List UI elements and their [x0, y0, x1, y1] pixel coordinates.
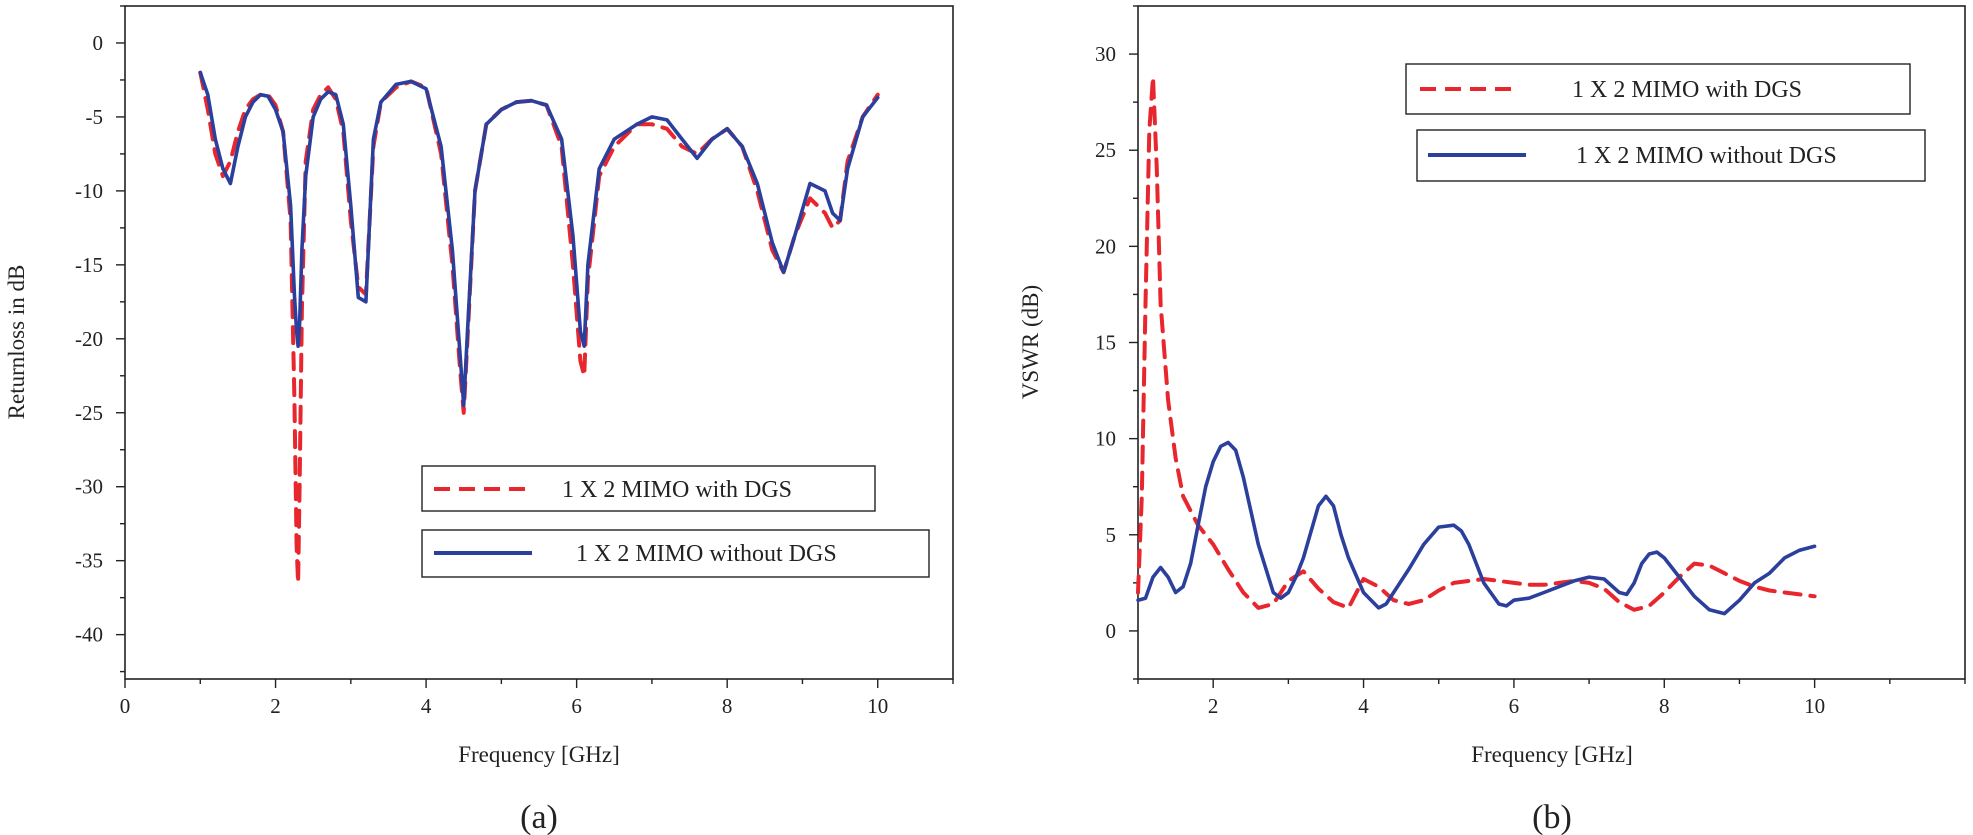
panel-b-series-line-with-dgs — [1136, 75, 1817, 612]
panel-a-y-tick-label: 0 — [93, 31, 104, 55]
panel-a-returnloss-chart: 0 2 4 6 8 10 0 -5 -10 -15 -20 -25 -30 -35 -40 Frequenc… — [4, 5, 954, 835]
panel-a-ticks: 0 2 4 6 8 10 0 -5 -10 -15 -20 -25 -30 -35 -40 — [75, 5, 954, 718]
panel-a-y-tick-label: -40 — [75, 623, 103, 647]
panel-b-x-axis-title: Frequency [GHz] — [1471, 742, 1633, 767]
panel-a-series — [198, 70, 880, 585]
panel-b-vswr-chart: 2 4 6 8 10 0 5 10 15 20 25 30 Frequency [GHz] VSWR … — [1018, 5, 1966, 835]
panel-b-x-tick-label: 10 — [1804, 694, 1825, 718]
panel-b-x-tick-label: 4 — [1358, 694, 1369, 718]
panel-b-legend: 1 X 2 MIMO with DGS 1 X 2 MIMO without D… — [1405, 63, 1926, 182]
panel-b-y-axis-title: VSWR (dB) — [1018, 285, 1043, 399]
panel-a-plot-frame — [124, 5, 954, 680]
panel-b-y-tick-label: 5 — [1106, 523, 1117, 547]
panel-b-x-tick-label: 2 — [1208, 694, 1219, 718]
panel-b-y-tick-label: 0 — [1106, 619, 1117, 643]
panel-b-series-line-without-dgs — [1136, 440, 1817, 616]
panel-a-x-tick-label: 2 — [270, 694, 281, 718]
panel-a-caption: (a) — [520, 799, 558, 835]
panel-b-caption: (b) — [1532, 799, 1572, 835]
panel-a-x-tick-label: 8 — [722, 694, 733, 718]
panel-a-y-tick-label: -30 — [75, 475, 103, 499]
panel-a-legend-label-nodgs: 1 X 2 MIMO without DGS — [576, 541, 837, 567]
panel-a-x-tick-label: 6 — [571, 694, 582, 718]
panel-a-legend-label-dgs: 1 X 2 MIMO with DGS — [562, 477, 792, 503]
panel-a-x-tick-label: 4 — [421, 694, 432, 718]
panel-b-y-tick-label: 20 — [1095, 234, 1116, 258]
panel-a-x-axis-title: Frequency [GHz] — [458, 742, 620, 767]
panel-b-y-tick-label: 10 — [1095, 427, 1116, 451]
panel-a-legend: 1 X 2 MIMO with DGS 1 X 2 MIMO without D… — [421, 465, 930, 578]
panel-a-series-line-without-dgs — [198, 70, 880, 408]
panel-b-y-tick-label: 25 — [1095, 138, 1116, 162]
panel-b-x-tick-label: 8 — [1659, 694, 1670, 718]
panel-b-y-tick-label: 30 — [1095, 42, 1116, 66]
panel-b-legend-box-dgs — [1405, 63, 1911, 115]
panel-b-legend-label-dgs: 1 X 2 MIMO with DGS — [1572, 77, 1802, 103]
panel-b-series — [1136, 75, 1817, 616]
panel-a-y-tick-label: -5 — [86, 105, 104, 129]
panel-a-y-tick-label: -20 — [75, 327, 103, 351]
panel-a-y-tick-label: -15 — [75, 253, 103, 277]
panel-b-ticks: 2 4 6 8 10 0 5 10 15 20 25 30 — [1095, 5, 1966, 718]
panel-a-y-tick-label: -25 — [75, 401, 103, 425]
panel-a-x-tick-label: 0 — [120, 694, 131, 718]
panel-b-x-tick-label: 6 — [1509, 694, 1520, 718]
panel-a-y-tick-label: -35 — [75, 549, 103, 573]
panel-a-y-tick-label: -10 — [75, 179, 103, 203]
panel-b-y-tick-label: 15 — [1095, 331, 1116, 355]
panel-a-y-axis-title: Returnloss in dB — [4, 265, 29, 420]
panel-b-legend-label-nodgs: 1 X 2 MIMO without DGS — [1576, 143, 1837, 169]
panel-a-x-tick-label: 10 — [867, 694, 888, 718]
